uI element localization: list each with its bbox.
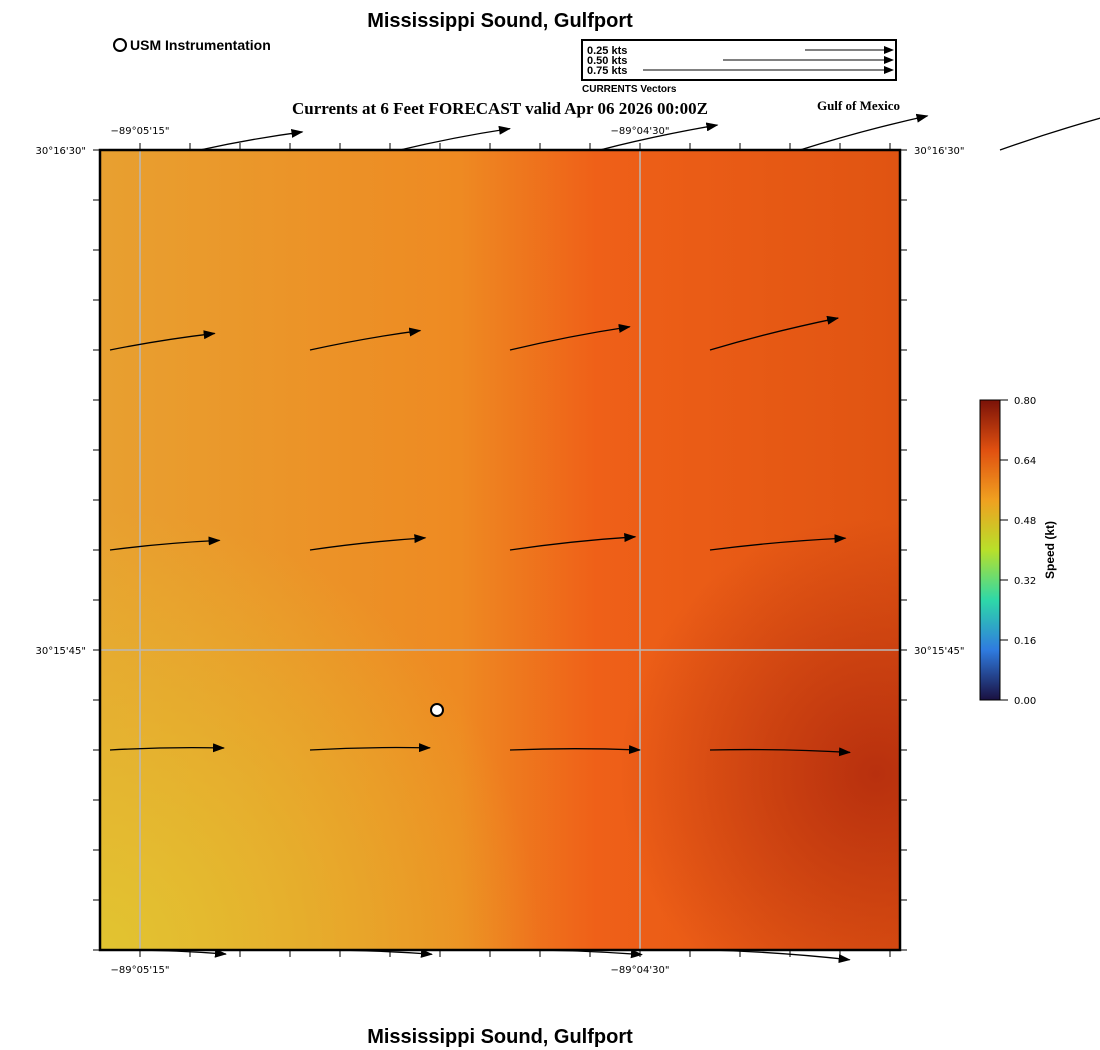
map-title: Mississippi Sound, Gulfport [367,10,633,32]
lat-label-right-1: 30°16'30" [914,146,965,157]
current-vector-arrow [509,745,641,755]
colorbar-fill [979,399,1001,701]
colorbar-tick-label: 0.80 [1014,396,1036,407]
current-vector-arrow [109,330,216,351]
lon-label-top-2: −89°04'30" [611,126,670,137]
vector-caption: CURRENTS Vectors [582,84,677,95]
current-vector-arrow [509,323,631,351]
current-vector-arrow [709,949,851,964]
lat-label-right-2: 30°15'45" [914,646,965,657]
map-frame [98,148,902,952]
current-vector-arrow [309,743,431,753]
current-vector-arrow [709,534,847,551]
colorbar-tick-label: 0.16 [1014,636,1036,647]
station-legend: USM Instrumentation [113,37,271,53]
current-vector-arrow [709,747,851,757]
current-vector-arrow [509,533,637,551]
current-vector-arrow [799,113,929,151]
current-vector-arrow [199,128,304,151]
current-vectors [109,113,1100,964]
colorbar-tick-label: 0.64 [1014,456,1036,467]
region-label: Gulf of Mexico [816,98,900,113]
colorbar-title: Speed (kt) [1043,521,1057,580]
vector-scale-label-075: 0.75 kts [587,65,628,77]
lon-label-bottom-2: −89°04'30" [611,965,670,976]
current-vector-arrow [309,534,427,551]
speed-colorbar: 0.00 0.16 0.32 0.48 0.64 0.80 [979,396,1036,707]
vector-scale-legend: 0.25 kts 0.50 kts 0.75 kts [581,39,897,81]
lon-label-top-1: −89°05'15" [111,126,170,137]
lat-label-left-2: 30°15'45" [35,646,86,657]
vector-scale-label-025: 0.25 kts [587,45,628,57]
current-vector-arrow [309,327,422,351]
colorbar-tick-label: 0.32 [1014,576,1036,587]
speed-field [100,150,900,950]
current-vector-arrow [999,117,1100,151]
current-vector-arrow [399,125,511,151]
current-vector-arrow [709,315,840,351]
colorbar-tick-label: 0.48 [1014,516,1036,527]
footer-title: Mississippi Sound, Gulfport [367,1026,633,1048]
current-vector-arrow [599,122,719,151]
longitude-labels: −89°05'15" −89°04'30" −89°05'15" −89°04'… [111,126,670,976]
lat-label-left-1: 30°16'30" [35,146,86,157]
colorbar-tick-label: 0.00 [1014,696,1036,707]
current-vector-arrow [109,536,221,551]
station-marker-icon [113,38,127,52]
forecast-title: Currents at 6 Feet FORECAST valid Apr 06… [291,99,709,118]
usm-station-marker[interactable] [430,703,444,717]
lon-label-bottom-1: −89°05'15" [111,965,170,976]
latitude-labels: 30°16'30" 30°15'45" 30°16'30" 30°15'45" [35,146,964,657]
station-legend-label: USM Instrumentation [130,37,271,53]
graticule [100,150,900,950]
vector-scale-label-050: 0.50 kts [587,55,628,67]
current-vector-arrow [109,743,225,753]
